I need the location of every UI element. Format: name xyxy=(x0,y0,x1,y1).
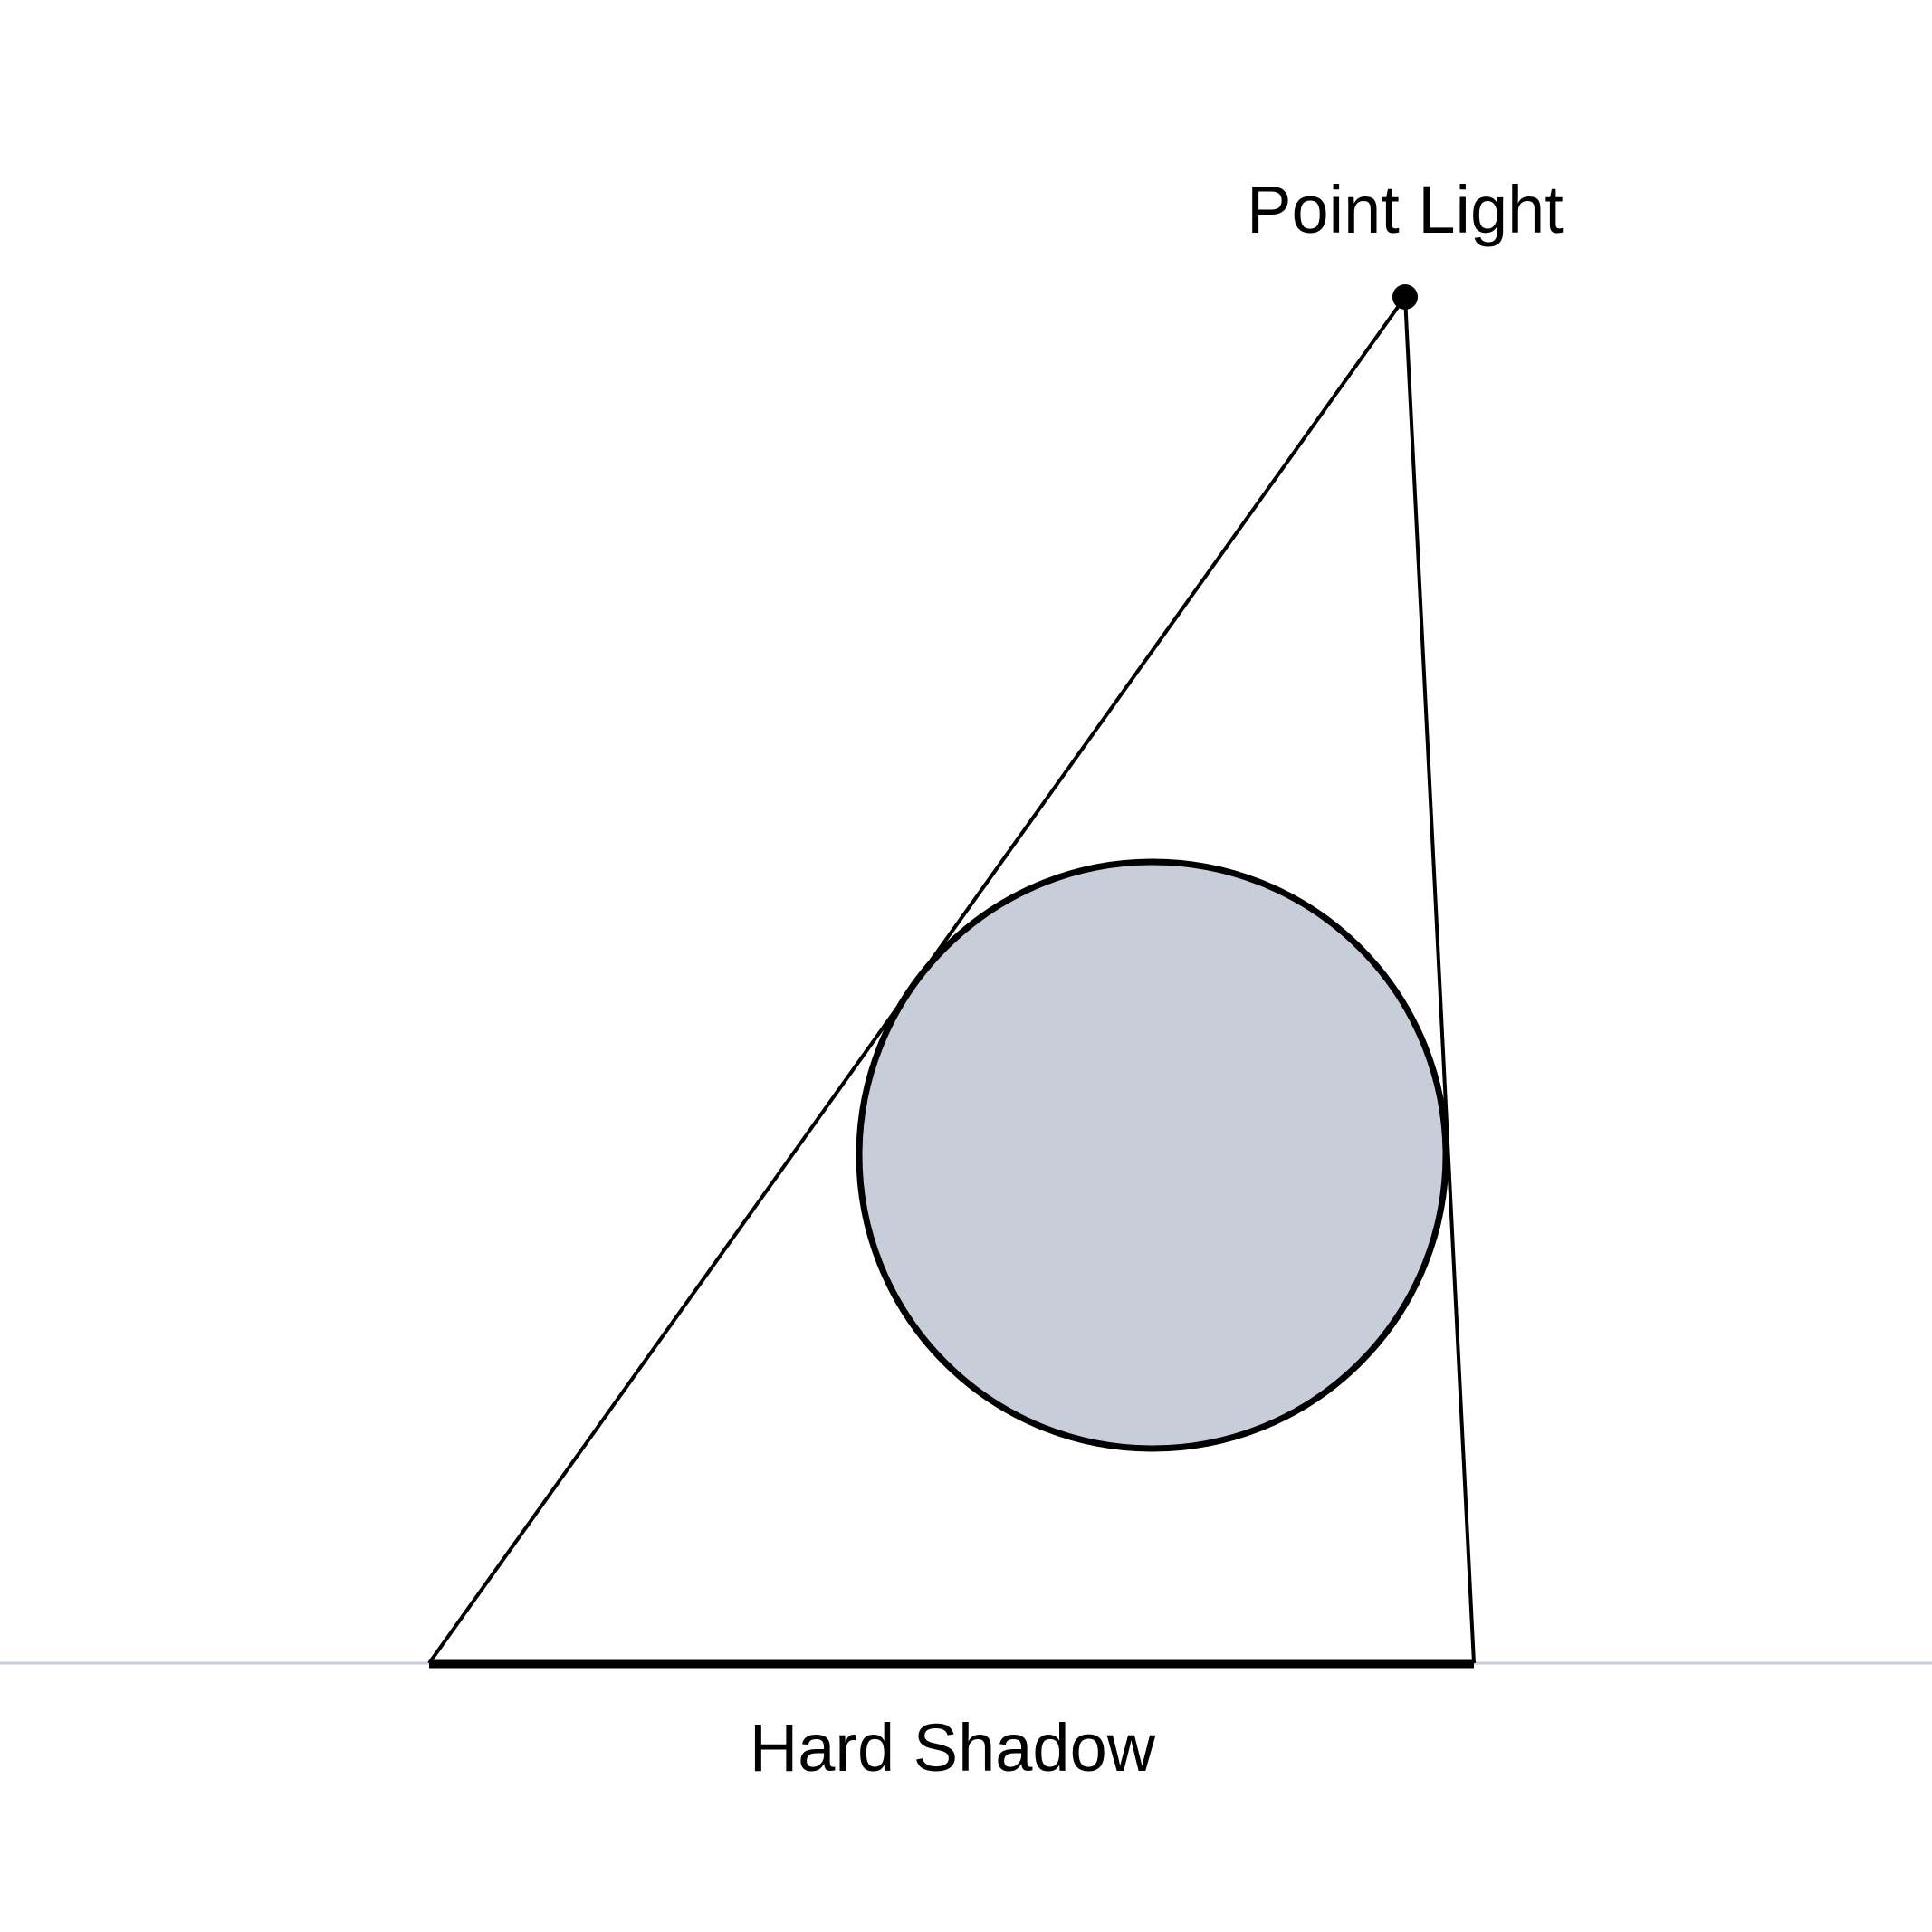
occluder-sphere xyxy=(856,858,1449,1452)
hard-shadow-label: Hard Shadow xyxy=(750,1710,1156,1785)
point-light-label: Point Light xyxy=(1247,172,1564,247)
light-ray-right xyxy=(1403,296,1476,1664)
point-light-dot xyxy=(1392,284,1418,310)
